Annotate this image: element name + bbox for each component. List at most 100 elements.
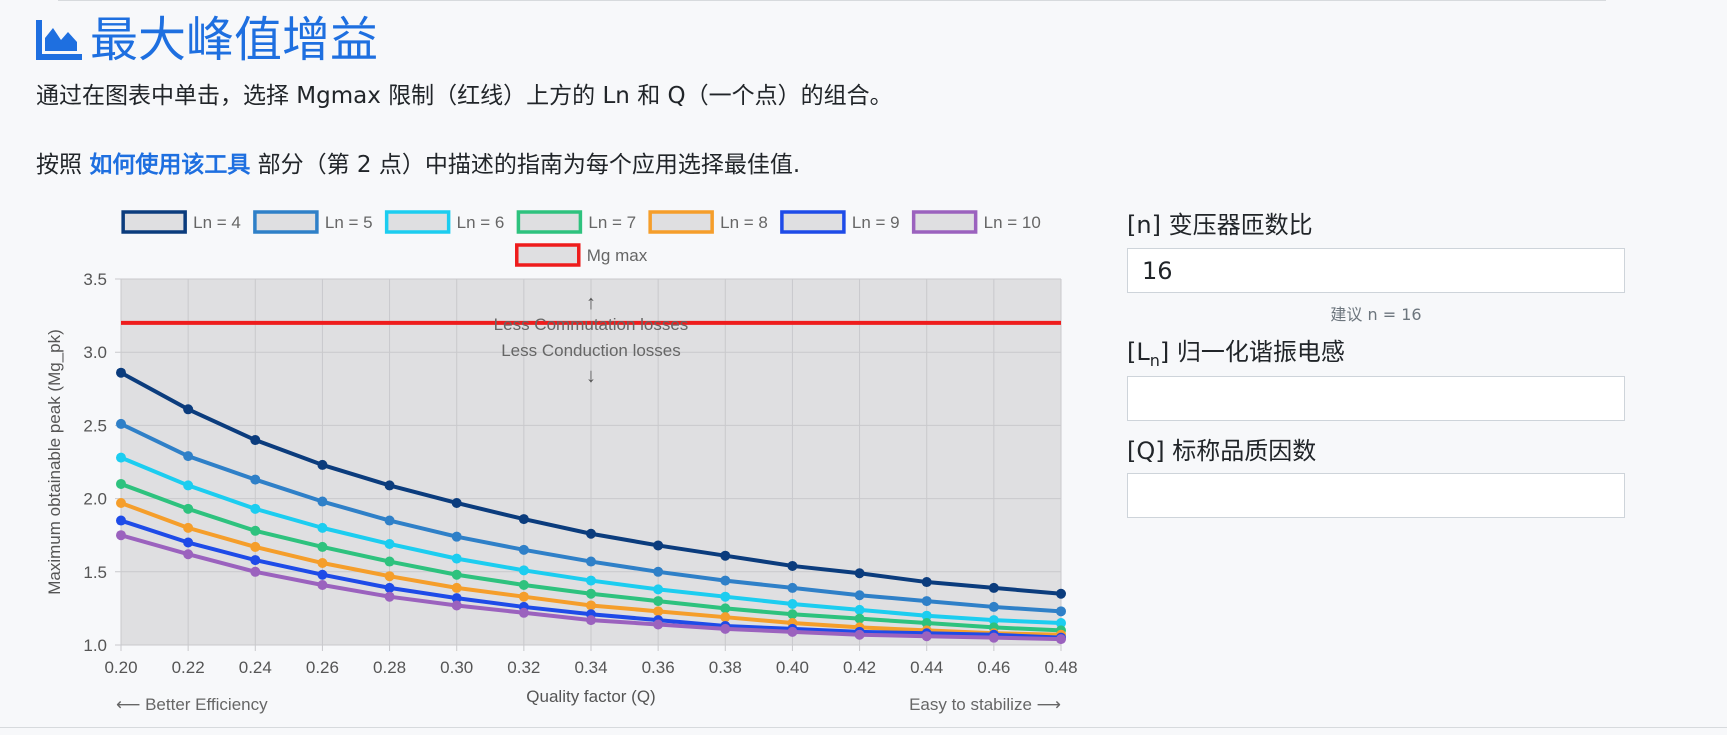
data-point: [854, 568, 865, 579]
data-point: [921, 610, 932, 621]
conduction-annotation: Less Conduction losses: [501, 341, 681, 360]
data-point: [854, 629, 865, 640]
data-point: [451, 600, 462, 611]
data-point: [384, 571, 395, 582]
x-tick-label: 0.48: [1044, 658, 1077, 677]
x-tick-label: 0.34: [574, 658, 607, 677]
data-point: [787, 560, 798, 571]
turns-ratio-label: [n] 变压器匝数比: [1127, 211, 1313, 239]
data-point: [518, 514, 529, 525]
x-tick-label: 0.28: [373, 658, 406, 677]
data-point: [518, 565, 529, 576]
data-point: [451, 569, 462, 580]
legend-label: Mg max: [587, 246, 648, 265]
data-point: [720, 591, 731, 602]
data-point: [451, 497, 462, 508]
x-tick-label: 0.26: [306, 658, 339, 677]
data-point: [720, 612, 731, 623]
data-point: [116, 418, 126, 429]
turns-ratio-input[interactable]: [1127, 248, 1625, 293]
data-point: [988, 615, 999, 626]
legend-label: Ln = 6: [457, 213, 505, 232]
x-tick-label: 0.36: [642, 658, 675, 677]
data-point: [586, 556, 596, 567]
intro-text: 通过在图表中单击，选择 Mgmax 限制（红线）上方的 Ln 和 Q（一个点）的…: [36, 83, 893, 109]
data-point: [451, 531, 462, 542]
data-point: [787, 609, 798, 620]
data-point: [183, 522, 194, 533]
legend-label: Ln = 7: [588, 213, 636, 232]
data-point: [720, 603, 731, 614]
data-point: [116, 478, 126, 489]
data-point: [451, 593, 462, 604]
x-tick-label: 0.32: [507, 658, 540, 677]
legend-label: Ln = 10: [984, 213, 1041, 232]
page-header: 最大峰值增益: [36, 8, 378, 72]
data-point: [116, 452, 126, 463]
data-point: [116, 530, 126, 541]
data-point: [116, 515, 126, 526]
data-point: [183, 503, 194, 514]
data-point: [451, 582, 462, 593]
legend-swatch: [648, 210, 714, 234]
data-point: [921, 631, 932, 642]
data-point: [653, 540, 664, 551]
x-tick-label: 0.24: [239, 658, 272, 677]
data-point: [720, 623, 731, 634]
y-tick-label: 3.5: [83, 270, 107, 289]
data-point: [586, 588, 596, 599]
data-point: [317, 558, 328, 569]
ln-label-suffix: ] 归一化谐振电感: [1159, 338, 1345, 366]
area-chart-icon: [36, 20, 82, 60]
legend-label: Ln = 8: [720, 213, 768, 232]
ln-input[interactable]: [1127, 376, 1625, 421]
legend-swatch: [516, 210, 583, 234]
data-point: [653, 606, 664, 617]
q-input[interactable]: [1127, 473, 1625, 518]
y-tick-label: 2.5: [83, 416, 107, 435]
data-point: [250, 474, 261, 485]
data-point: [317, 569, 328, 580]
data-point: [653, 596, 664, 607]
how-to-use-link[interactable]: 如何使用该工具: [89, 152, 251, 178]
data-point: [250, 555, 261, 566]
better-efficiency-note: ⟵ Better Efficiency: [116, 695, 268, 714]
data-point: [518, 591, 529, 602]
data-point: [116, 367, 126, 378]
data-point: [787, 626, 798, 637]
legend-label: Ln = 5: [325, 213, 373, 232]
peak-gain-chart[interactable]: 0.20 0.22 0.24 0.26 0.28 0.30 0.32 0.34 0.36 0.38…: [0, 195, 1090, 730]
ln-label-subscript: n: [1149, 350, 1160, 370]
x-tick-label: 0.22: [172, 658, 205, 677]
ln-label: [Ln] 归一化谐振电感: [1127, 332, 1345, 370]
x-tick-label: 0.46: [977, 658, 1010, 677]
data-point: [586, 600, 596, 611]
legend-swatch: [515, 243, 581, 267]
x-tick-label: 0.38: [709, 658, 742, 677]
data-point: [317, 522, 328, 533]
data-point: [854, 590, 865, 601]
data-point: [854, 613, 865, 624]
data-point: [317, 579, 328, 590]
data-point: [921, 596, 932, 607]
y-tick-label: 3.0: [83, 343, 107, 362]
x-tick-label: 0.40: [776, 658, 809, 677]
data-point: [854, 604, 865, 615]
data-point: [653, 619, 664, 630]
data-point: [250, 525, 261, 536]
data-point: [317, 496, 328, 507]
legend-swatch: [121, 210, 187, 234]
data-point: [518, 544, 529, 555]
guide-text: 按照 如何使用该工具 部分（第 2 点）中描述的指南为每个应用选择最佳值.: [36, 149, 800, 181]
data-point: [317, 541, 328, 552]
legend-label: Ln = 4: [193, 213, 241, 232]
data-point: [183, 404, 194, 415]
data-point: [250, 566, 261, 577]
x-tick-label: 0.30: [440, 658, 473, 677]
data-point: [988, 632, 999, 643]
commutation-annotation: Less Commutation losses: [494, 315, 689, 334]
data-point: [1056, 618, 1066, 629]
data-point: [183, 480, 194, 491]
data-point: [183, 537, 194, 548]
data-point: [518, 607, 529, 618]
